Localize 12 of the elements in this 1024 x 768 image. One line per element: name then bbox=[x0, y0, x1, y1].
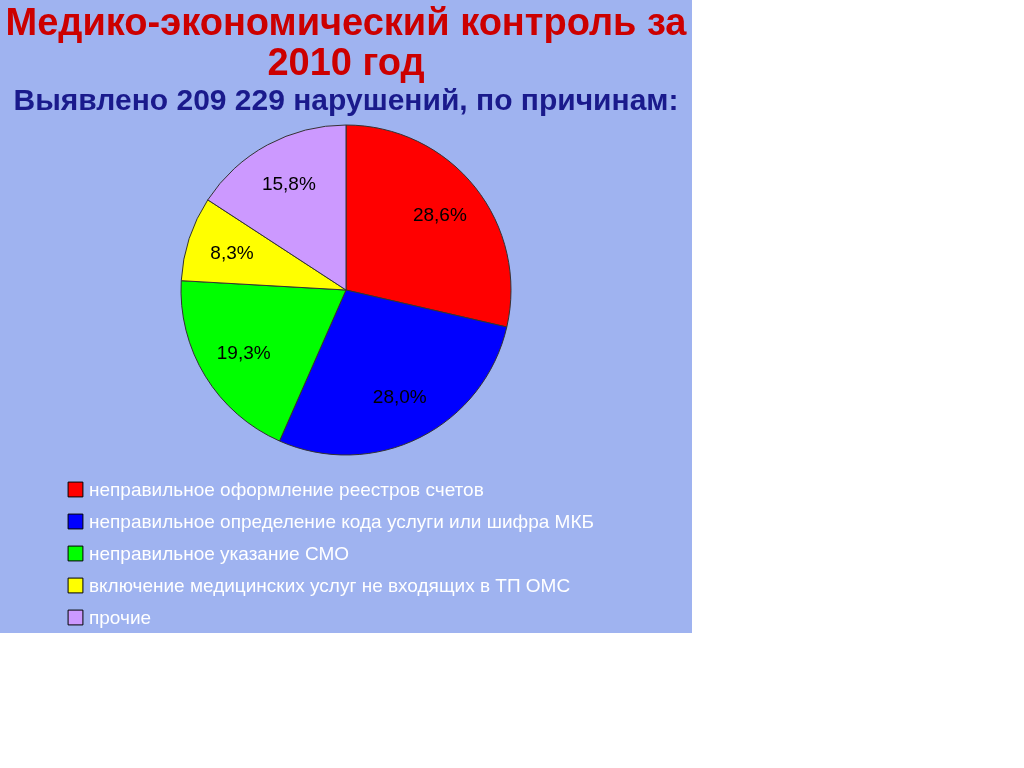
chart-subtitle: Выявлено 209 229 нарушений, по причинам: bbox=[13, 83, 679, 116]
legend-label: неправильное указание СМО bbox=[89, 542, 350, 564]
data-label: 15,8% bbox=[261, 173, 316, 195]
data-label: 19,3% bbox=[216, 341, 271, 363]
data-label: 8,3% bbox=[210, 241, 254, 263]
chart-title: Медико-экономический контроль за 2010 год bbox=[5, 1, 688, 83]
legend-label: неправильное оформление реестров счетов bbox=[89, 478, 484, 500]
legend-label: прочие bbox=[89, 606, 152, 628]
legend-label: включение медицинских услуг не входящих в ТП ОМС bbox=[89, 574, 571, 596]
data-label: 28,6% bbox=[412, 204, 467, 226]
data-label: 28,0% bbox=[372, 386, 427, 408]
legend-label: неправильное определение кода услуги или шифра МКБ bbox=[89, 510, 594, 532]
